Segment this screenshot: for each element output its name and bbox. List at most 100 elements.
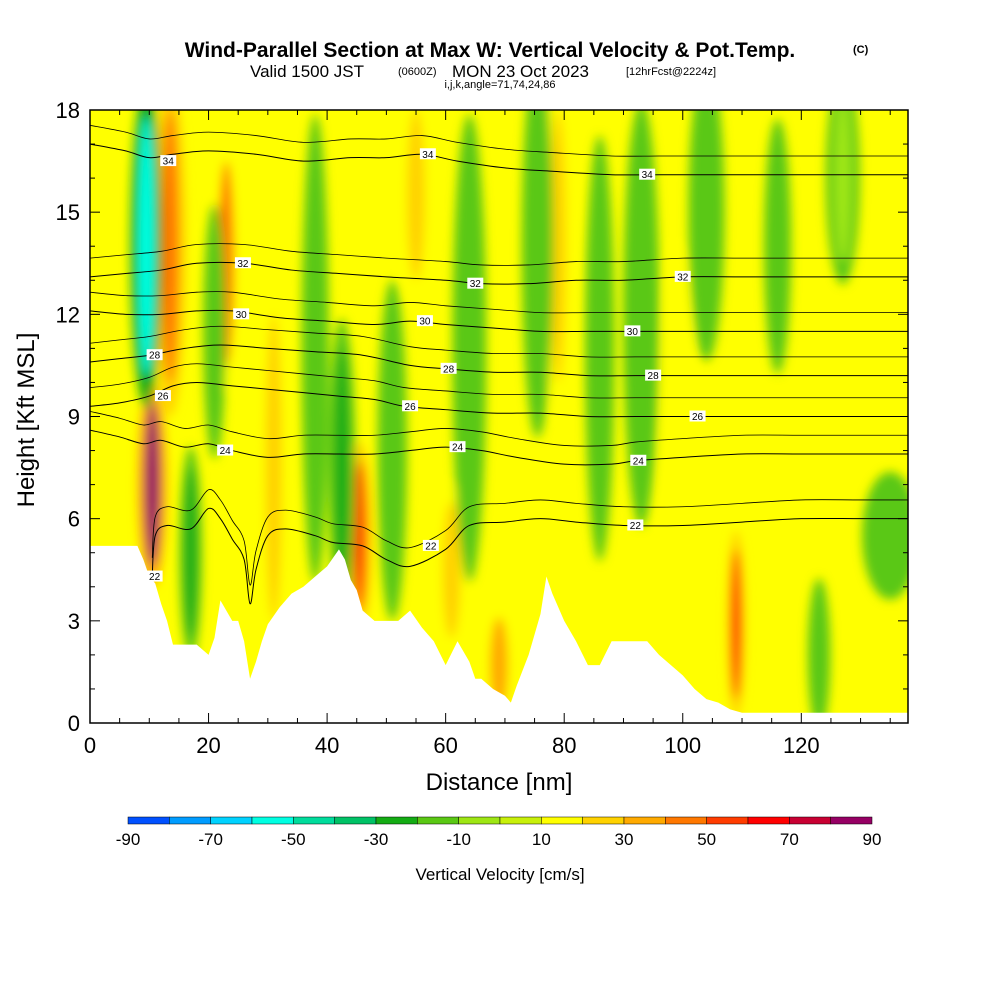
theta-contour-minor: [90, 363, 908, 399]
velocity-feature: [550, 110, 566, 383]
contour-label: 26: [157, 392, 169, 403]
velocity-feature: [875, 484, 906, 587]
contour-label-bg: [449, 441, 466, 453]
theta-contour-minor: [151, 489, 908, 586]
colorbar-swatch: [789, 816, 831, 825]
contour-label-bg: [627, 519, 644, 531]
contour-label: 28: [648, 371, 660, 382]
contour-label: 24: [452, 443, 464, 454]
contour-label: 26: [692, 412, 704, 423]
colorbar-tick-label: 70: [780, 830, 799, 849]
x-tick-label: 40: [315, 733, 339, 758]
velocity-feature: [442, 501, 461, 638]
contour-label-bg: [639, 168, 656, 180]
y-axis-label: Height [Kft MSL]: [13, 333, 40, 508]
colorbar-tick-label: 90: [863, 830, 882, 849]
contour-label: 30: [627, 327, 639, 338]
velocity-field: [130, 110, 908, 723]
contour-label: 26: [405, 402, 417, 413]
contour-label-bg: [160, 155, 177, 167]
colorbar-tick-label: -90: [116, 830, 141, 849]
theta-contour-minor: [90, 124, 908, 157]
colorbar-tick-label: -10: [446, 830, 471, 849]
contour-label: 30: [419, 317, 431, 328]
subtitle-date: MON 23 Oct 2023: [452, 62, 589, 81]
contour-label: 28: [149, 351, 161, 362]
colorbar-swatch: [169, 816, 211, 825]
colorbar-swatch: [210, 816, 253, 825]
contour-label-bg: [624, 325, 641, 337]
velocity-feature: [731, 549, 741, 700]
x-axis-ticks: 0 20 40 60 80 100 120: [84, 110, 891, 758]
y-tick-label: 12: [56, 302, 80, 327]
theta-contour: [151, 507, 908, 605]
colorbar-label: Vertical Velocity [cm/s]: [415, 865, 584, 884]
theta-contour: [90, 143, 908, 176]
contour-label-bg: [234, 257, 251, 269]
y-tick-label: 15: [56, 200, 80, 225]
theta-contour: [90, 309, 908, 333]
velocity-feature: [460, 161, 479, 536]
velocity-feature: [144, 402, 160, 567]
theta-contour-minor: [90, 243, 908, 266]
velocity-feature: [334, 348, 350, 587]
contour-label: 28: [443, 364, 455, 375]
contour-label: 24: [220, 446, 232, 457]
velocity-feature: [813, 593, 826, 717]
contour-label-bg: [467, 277, 484, 289]
contour-label: 22: [630, 521, 642, 532]
colorbar-tick-label: -50: [281, 830, 306, 849]
contour-label-bg: [422, 539, 439, 551]
velocity-feature: [353, 460, 367, 611]
theta-contour-minor: [90, 291, 908, 314]
colorbar-swatch: [541, 816, 583, 825]
contour-label-bg: [154, 390, 171, 402]
y-axis-ticks: 0 3 6 9 12 15 18: [56, 98, 908, 736]
contour-label-bg: [217, 444, 234, 456]
x-tick-label: 0: [84, 733, 96, 758]
contour-label: 34: [422, 150, 434, 161]
y-tick-label: 0: [68, 711, 80, 736]
theta-contour-labels: 22 22 22 24 24 24 26 26 26 28 28 28 30 30 30 32 32 32 34 34…: [146, 148, 706, 583]
title-unit: (C): [853, 44, 869, 56]
contour-label-bg: [146, 349, 163, 361]
colorbar-swatch: [665, 816, 707, 825]
colorbar-swatch: [623, 816, 666, 825]
colorbar-swatch: [293, 816, 335, 825]
subtitle-forecast: [12hrFcst@2224z]: [626, 66, 716, 78]
colorbar-swatch: [375, 816, 418, 825]
x-tick-label: 120: [783, 733, 820, 758]
y-tick-label: 9: [68, 405, 80, 430]
colorbar-tick-label: 50: [697, 830, 716, 849]
colorbar-tick-label: -70: [198, 830, 223, 849]
velocity-feature: [770, 144, 785, 349]
contour-label: 30: [236, 310, 248, 321]
y-tick-label: 3: [68, 609, 80, 634]
colorbar-swatch: [417, 816, 459, 825]
y-tick-label: 18: [56, 98, 80, 123]
colorbar-swatch: [747, 816, 790, 825]
theta-contour-minor: [90, 411, 908, 447]
colorbar-swatch: [706, 816, 749, 825]
subtitle-utc: (0600Z): [398, 66, 437, 78]
colorbar-swatch: [458, 816, 501, 825]
velocity-feature: [138, 116, 155, 376]
velocity-feature: [265, 314, 283, 621]
chart-title: Wind-Parallel Section at Max W: Vertical…: [185, 39, 796, 62]
contour-label-bg: [645, 369, 662, 381]
x-tick-label: 80: [552, 733, 576, 758]
contour-label-bg: [233, 308, 250, 320]
contour-label-bg: [419, 148, 436, 160]
velocity-feature: [384, 314, 401, 587]
theta-contour-minor: [90, 325, 908, 358]
contour-label-bg: [416, 315, 433, 327]
theta-contour: [90, 429, 908, 466]
contour-label: 34: [642, 170, 654, 181]
colorbar-tick-label: -30: [364, 830, 389, 849]
theta-contour: [90, 261, 908, 285]
colorbar-tick-label: 10: [532, 830, 551, 849]
velocity-feature: [308, 161, 323, 536]
velocity-feature: [161, 110, 179, 383]
velocity-feature: [529, 110, 546, 400]
